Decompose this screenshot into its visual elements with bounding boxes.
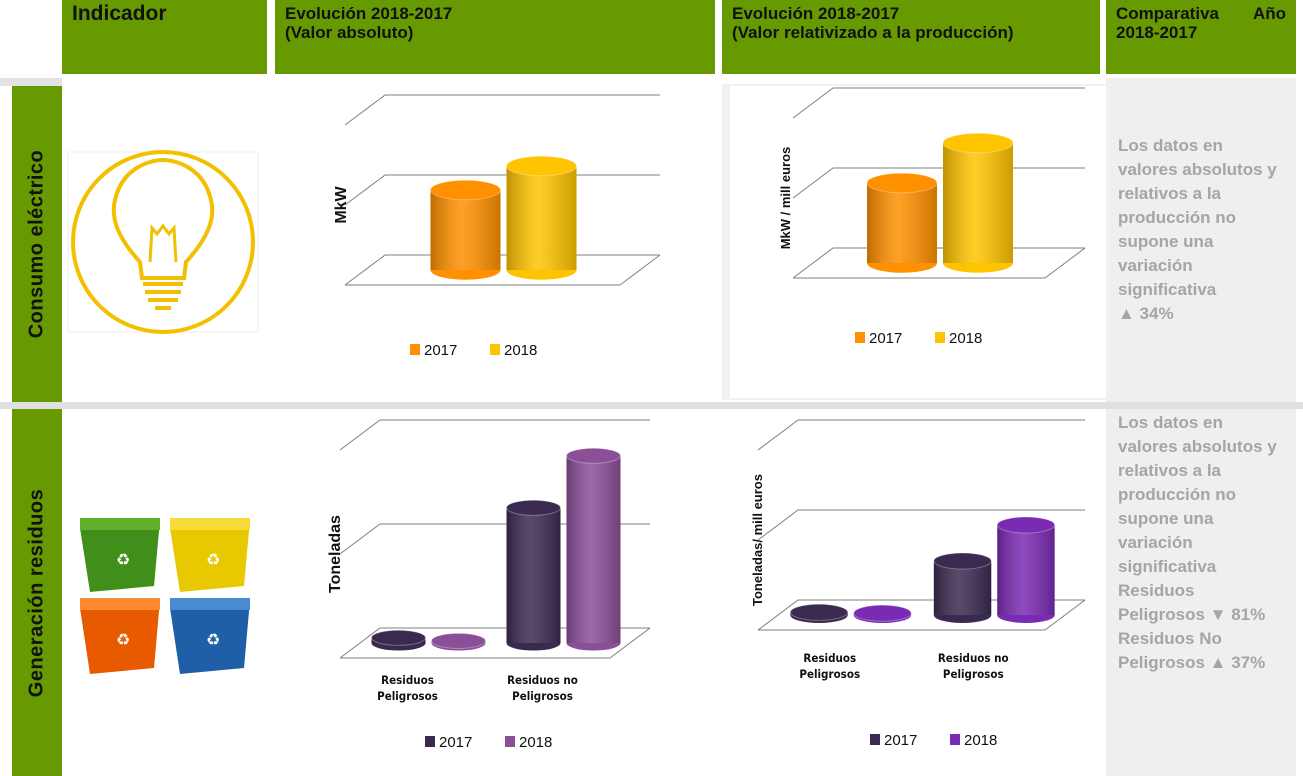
separator [0, 402, 1303, 409]
bar-top [996, 516, 1056, 534]
legend-swatch [410, 344, 420, 355]
legend-swatch [490, 344, 500, 355]
grid-line [757, 509, 1085, 541]
comparison-paragraph: Los datos en valores absolutos y relativ… [1118, 413, 1277, 576]
comparison-paragraph: ▲ 34% [1118, 304, 1174, 323]
bar-shade [430, 190, 501, 270]
separator [0, 78, 62, 86]
bin-symbol: ♻ [206, 552, 220, 569]
header-comparison: Comparativa Año 2018-2017 [1106, 0, 1296, 74]
legend-label: 2018 [949, 330, 982, 347]
comparison-text: Los datos en valores absolutos y relativ… [1106, 78, 1296, 326]
bin-symbol: ♻ [206, 632, 220, 649]
legend-swatch [870, 734, 880, 745]
bar-shade [933, 561, 992, 615]
bar-top [431, 632, 486, 649]
comparison-cell: Los datos en valores absolutos y relativ… [1106, 78, 1296, 402]
legend-swatch [935, 332, 945, 343]
bar-shade [506, 507, 561, 643]
header-line: (Valor absoluto) [285, 23, 414, 42]
legend-label: 2017 [869, 330, 902, 347]
comparison-cell: Los datos en valores absolutos y relativ… [1106, 409, 1296, 776]
bar-shade [997, 525, 1055, 615]
legend-label: 2017 [424, 342, 457, 359]
floor-edge [609, 627, 651, 659]
legend-swatch [855, 332, 865, 343]
comparison-text: Los datos en valores absolutos y relativ… [1106, 409, 1296, 675]
bar-top [853, 604, 912, 622]
category-label: Residuos Peligrosos [799, 651, 861, 681]
header-line: Evolución 2018-2017 [732, 4, 900, 23]
grid-line [344, 174, 660, 206]
legend-swatch [950, 734, 960, 745]
bar-top [506, 499, 561, 516]
bin-symbol: ♻ [116, 632, 130, 649]
y-axis-label: MkW / mill euros [778, 147, 793, 250]
y-axis-label: Toneladas/ mill euros [750, 474, 765, 606]
category-label: Residuos no Peligrosos [507, 673, 578, 703]
bar-top [566, 447, 621, 464]
legend-swatch [425, 736, 435, 747]
legend-label: 2017 [439, 734, 472, 751]
grid-line [344, 94, 660, 126]
legend-swatch [505, 736, 515, 747]
bar-shade [566, 455, 621, 643]
grid-line [757, 419, 1085, 451]
comparison-paragraph: Residuos No Peligrosos ▲ 37% [1118, 629, 1266, 672]
bar-top [506, 155, 577, 177]
bar-top [866, 172, 938, 194]
comparison-paragraph: Los datos en valores absolutos y relativ… [1118, 136, 1277, 299]
bulb-icon [67, 150, 259, 334]
grid-line [792, 167, 1085, 199]
grid-line [792, 87, 1085, 119]
floor-edge [1044, 247, 1086, 279]
floor-edge [619, 254, 661, 286]
header-absolute: Evolución 2018-2017 (Valor absoluto) [275, 0, 715, 74]
legend-label: 2018 [519, 734, 552, 751]
category-label: Residuos no Peligrosos [937, 651, 1009, 681]
legend-label: 2018 [504, 342, 537, 359]
category-label: Residuos Peligrosos [377, 673, 438, 703]
bins-icon: ♻ ♻ ♻ ♻ [80, 518, 250, 674]
bin-symbol: ♻ [116, 552, 130, 569]
row-label-band: Generación residuos [12, 409, 62, 776]
bar-top [430, 179, 501, 201]
bar-top [789, 603, 849, 621]
bar-top [942, 132, 1014, 154]
bar-shade [943, 143, 1013, 263]
header-indicator: Indicador [62, 0, 267, 74]
grid-line [344, 254, 660, 286]
y-axis-label: MkW [333, 185, 350, 223]
legend-label: 2018 [964, 732, 997, 749]
bar-top [371, 629, 426, 646]
grid-line [792, 247, 1085, 279]
row-label-band: Consumo eléctrico [12, 86, 62, 402]
bar-shade [867, 183, 937, 263]
floor-edge [1044, 599, 1086, 631]
bar-shade [506, 166, 577, 270]
header-line: (Valor relativizado a la producción) [732, 23, 1014, 42]
comparison-paragraph: Residuos Peligrosos ▼ 81% [1118, 581, 1266, 624]
bar-top [933, 552, 992, 570]
y-axis-label: Toneladas [327, 515, 344, 593]
grid-line [339, 419, 650, 451]
legend-label: 2017 [884, 732, 917, 749]
header-relative: Evolución 2018-2017 (Valor relativizado a… [722, 0, 1100, 74]
header-line: Evolución 2018-2017 [285, 4, 453, 23]
